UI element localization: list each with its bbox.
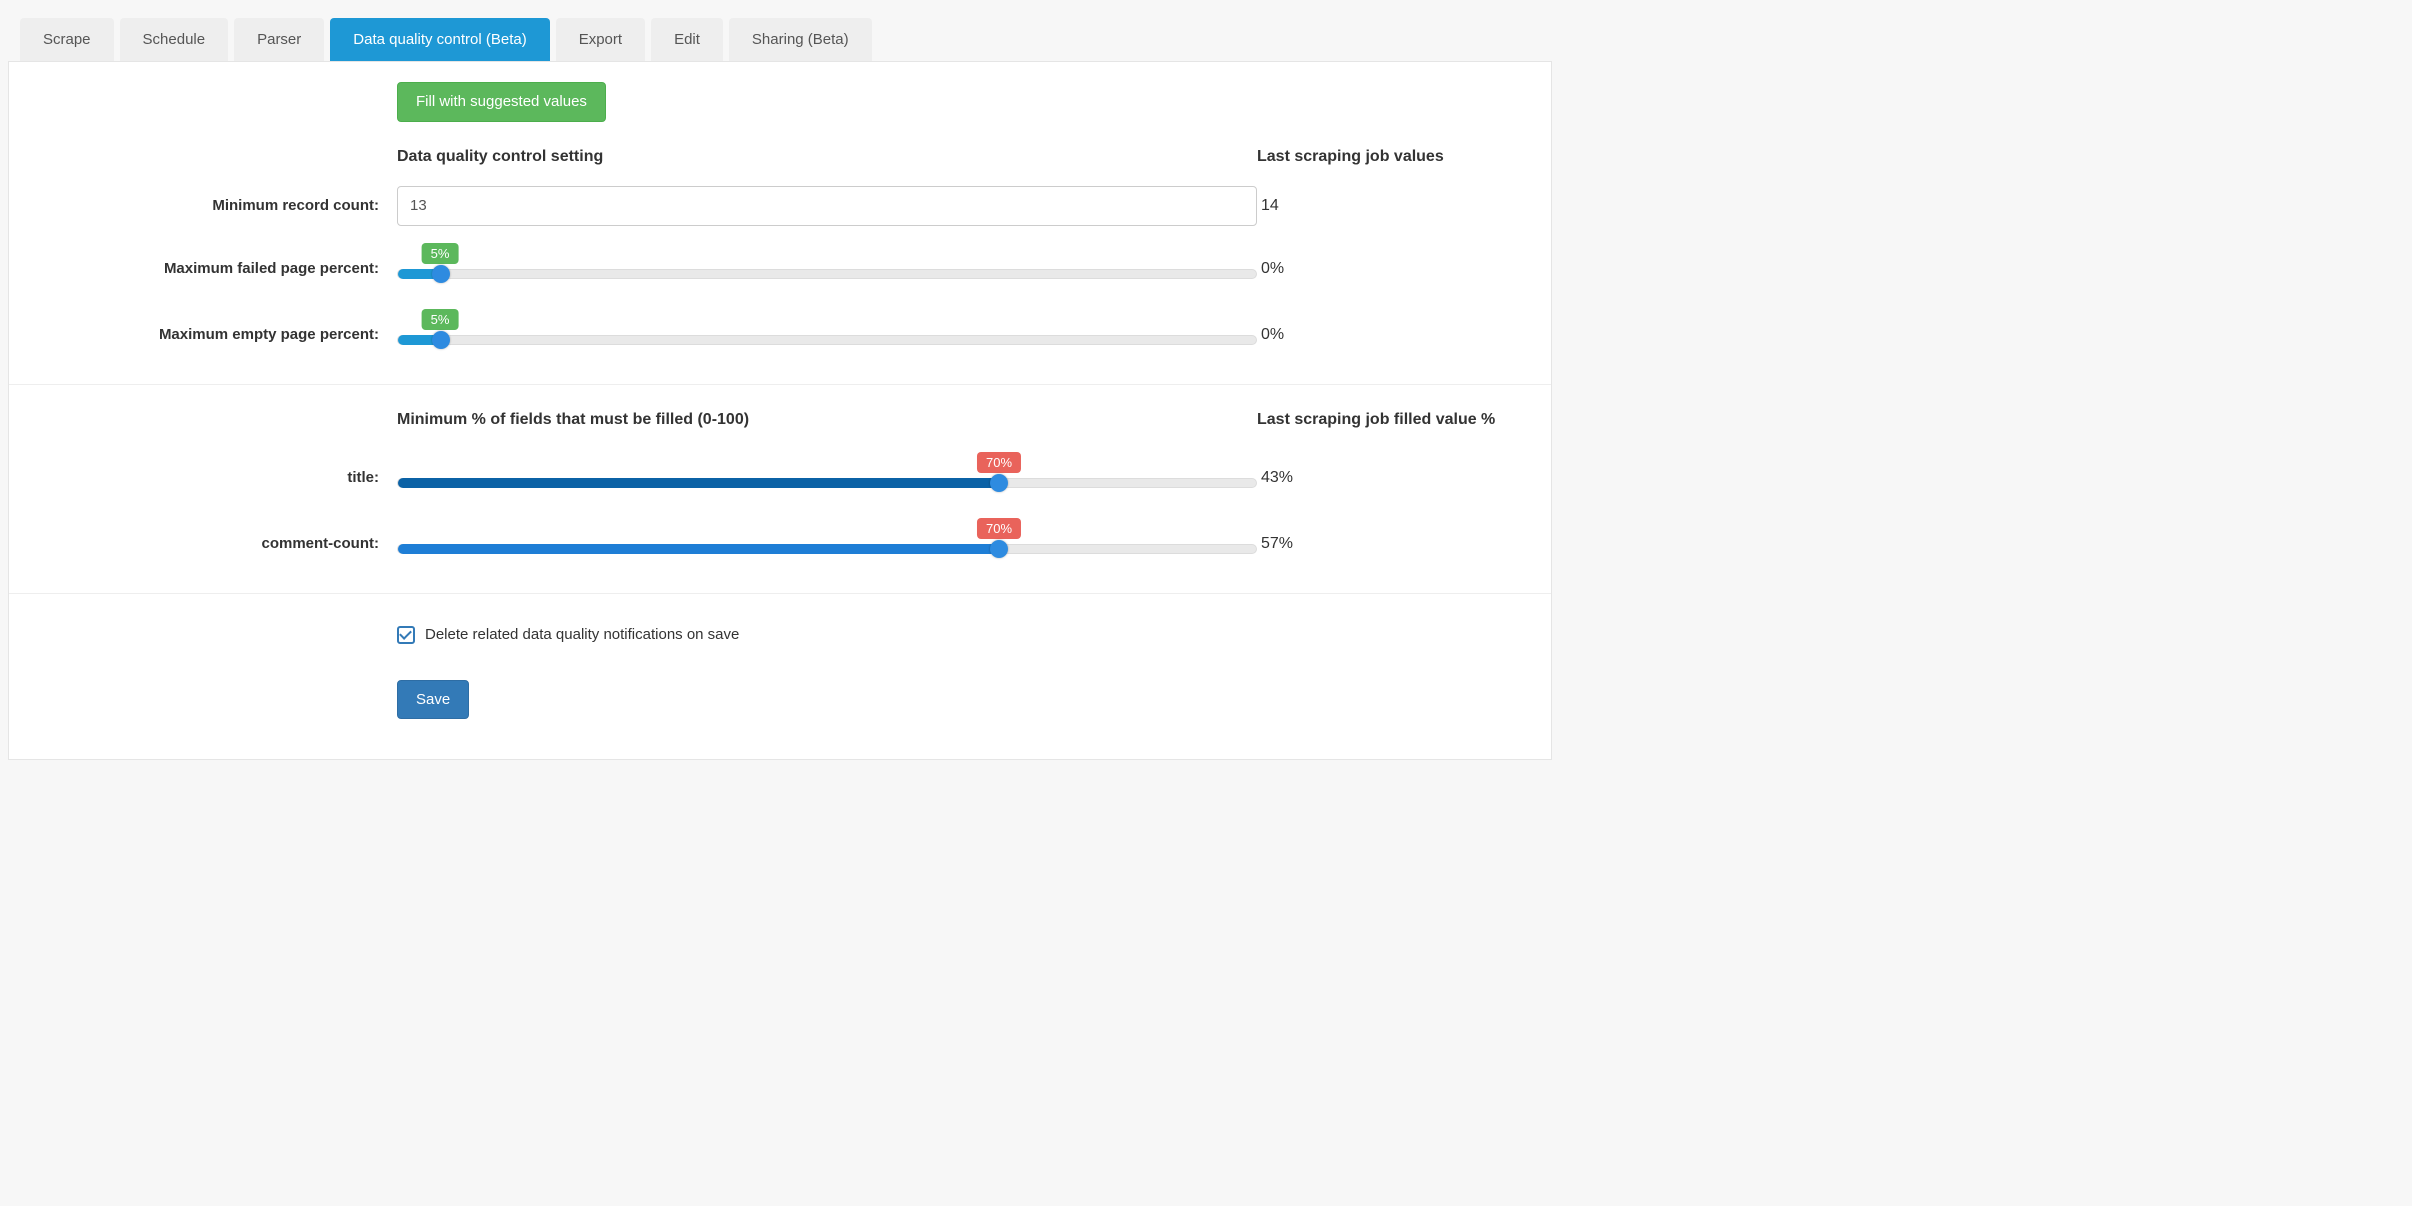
input-min-record-count[interactable] <box>397 186 1257 226</box>
tab-export[interactable]: Export <box>556 18 645 61</box>
content-panel: Fill with suggested values Data quality … <box>8 61 1552 760</box>
tab-parser[interactable]: Parser <box>234 18 324 61</box>
tab-scrape[interactable]: Scrape <box>20 18 114 61</box>
tab-bar: ScrapeScheduleParserData quality control… <box>0 0 1560 61</box>
checkbox-label-delete-notifications: Delete related data quality notification… <box>425 626 739 643</box>
last-value-field-0: 43% <box>1257 469 1537 487</box>
slider-field-0[interactable]: 70% <box>397 452 1257 504</box>
tab-sharing-beta[interactable]: Sharing (Beta) <box>729 18 872 61</box>
last-value-min-record-count: 14 <box>1257 197 1537 215</box>
save-button[interactable]: Save <box>397 680 469 720</box>
section-title-settings: Data quality control setting <box>397 148 1257 166</box>
tab-edit[interactable]: Edit <box>651 18 723 61</box>
fill-suggested-button[interactable]: Fill with suggested values <box>397 82 606 122</box>
label-max-failed-page: Maximum failed page percent: <box>37 260 397 277</box>
row-delete-notifications: Delete related data quality notification… <box>37 626 1523 644</box>
label-max-empty-page: Maximum empty page percent: <box>37 326 397 343</box>
slider-field-1[interactable]: 70% <box>397 518 1257 570</box>
last-value-max-empty-page: 0% <box>1257 326 1537 344</box>
last-value-field-1: 57% <box>1257 535 1537 553</box>
row-max-empty-page: Maximum empty page percent: 5% 0% <box>37 304 1523 366</box>
row-min-record-count: Minimum record count: 14 <box>37 184 1523 228</box>
tab-data-quality-control-beta[interactable]: Data quality control (Beta) <box>330 18 549 61</box>
slider-max-failed-page[interactable]: 5% <box>397 243 1257 295</box>
label-field-0: title: <box>37 469 397 486</box>
section-title-last-values: Last scraping job values <box>1257 148 1537 166</box>
checkbox-delete-notifications[interactable] <box>397 626 415 644</box>
divider <box>9 593 1551 594</box>
slider-max-empty-page[interactable]: 5% <box>397 309 1257 361</box>
divider <box>9 384 1551 385</box>
label-field-1: comment-count: <box>37 535 397 552</box>
section-title-min-fields: Minimum % of fields that must be filled … <box>397 411 1257 429</box>
row-field-1: comment-count:70%57% <box>37 513 1523 575</box>
row-field-0: title:70%43% <box>37 447 1523 509</box>
tab-schedule[interactable]: Schedule <box>120 18 229 61</box>
row-max-failed-page: Maximum failed page percent: 5% 0% <box>37 238 1523 300</box>
label-min-record-count: Minimum record count: <box>37 197 397 214</box>
section-title-last-filled: Last scraping job filled value % <box>1257 411 1537 429</box>
last-value-max-failed-page: 0% <box>1257 260 1537 278</box>
